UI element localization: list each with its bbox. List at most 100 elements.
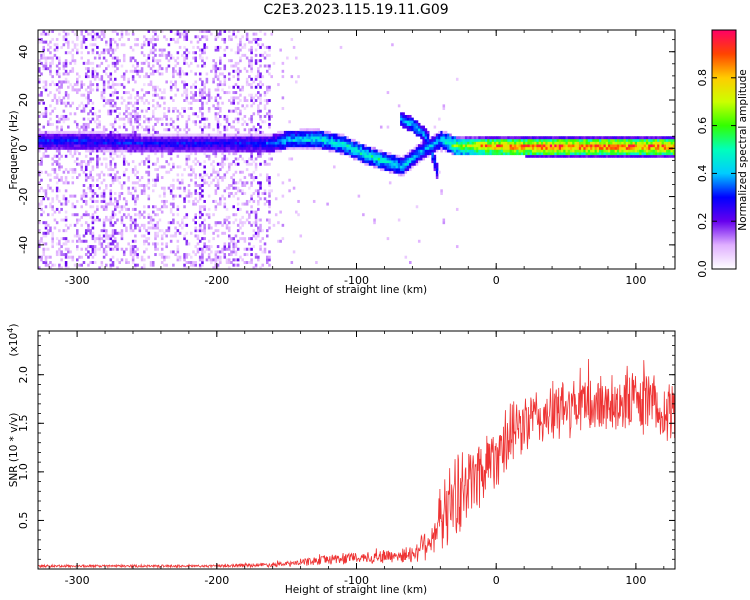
spectrogram-cell [181, 136, 184, 140]
spectrogram-cell [71, 255, 75, 259]
spectrogram-cell [596, 149, 600, 153]
spectrogram-cell [167, 122, 171, 126]
spectrogram-cell [207, 149, 211, 153]
spectrogram-cell [219, 133, 222, 137]
spectrogram-cell [353, 157, 356, 161]
spectrogram-cell [339, 136, 343, 140]
spectrogram-cell [111, 37, 115, 41]
spectrogram-cell [268, 144, 271, 148]
spectrogram-cell [259, 138, 262, 142]
spectrogram-cell [38, 141, 41, 145]
spectrogram-cell [107, 138, 110, 142]
spectrogram-cell [143, 266, 146, 269]
spectrogram-cell [569, 138, 573, 142]
spectrogram-cell [239, 207, 242, 211]
spectrogram-cell [205, 141, 209, 145]
spectrogram-cell [69, 138, 72, 142]
spectrogram-cell [243, 43, 247, 47]
spectrogram-cell [62, 181, 66, 185]
spectrogram-cell [312, 144, 316, 148]
spectrogram-cell [120, 184, 124, 187]
spectrogram-cell [268, 99, 271, 102]
spectrogram-cell [263, 133, 267, 137]
spectrogram-cell [274, 133, 278, 137]
spectrogram-cell [241, 138, 244, 142]
spectrogram-cell [426, 146, 430, 150]
spectrogram-cell [420, 130, 423, 134]
spectrogram-cell [165, 69, 168, 73]
spectrogram-cell [174, 144, 177, 148]
spectrogram-cell [382, 154, 385, 158]
spectrogram-cell [219, 122, 222, 126]
spectrogram-cell [198, 176, 202, 180]
spectrogram-cell [641, 136, 645, 140]
spectrogram-cell [156, 61, 159, 65]
spectrogram-cell [207, 176, 211, 180]
spectrogram-cell [236, 149, 240, 153]
spectrogram-cell [120, 136, 124, 140]
spectrogram-cell [478, 144, 481, 148]
spectrogram-cell [234, 186, 238, 190]
spectrogram-cell [198, 162, 202, 166]
spectrogram-cell [319, 136, 323, 140]
spectrogram-cell [424, 149, 428, 153]
spectrogram-cell [151, 205, 155, 209]
spectrogram-cell [131, 64, 135, 68]
spectrogram-cell [379, 149, 383, 153]
spectrogram-cell [299, 128, 303, 132]
spectrogram-cell [630, 146, 633, 150]
spectrogram-cell [198, 88, 202, 92]
spectrogram-cell [201, 250, 204, 254]
spectrogram-cell [281, 146, 285, 150]
spectrogram-cell [594, 144, 598, 148]
spectrogram-cell [62, 141, 66, 145]
spectrogram-cell [207, 226, 211, 230]
spectrogram-cell [628, 144, 631, 148]
spectrogram-cell [125, 109, 128, 113]
spectrogram-cell [594, 154, 598, 158]
spectrogram-cell [659, 149, 662, 153]
spectrogram-cell [91, 189, 95, 193]
spectrogram-cell [44, 242, 48, 246]
spectrogram-cell [413, 162, 417, 166]
spectrogram-cell [147, 178, 151, 182]
spectrogram-cell [105, 101, 108, 105]
x-tick-label: -300 [65, 274, 90, 287]
spectrogram-cell [118, 133, 121, 137]
spectrogram-cell [295, 146, 298, 150]
spectrogram-cell [198, 72, 202, 76]
spectrogram-cell [201, 30, 204, 33]
spectrogram-cell [149, 261, 153, 264]
spectrogram-cell [444, 149, 448, 153]
spectrogram-cell [64, 197, 68, 201]
spectrogram-cell [44, 141, 48, 145]
spectrogram-cell [592, 138, 595, 142]
spectrogram-cell [243, 128, 247, 132]
spectrogram-cell [102, 207, 106, 211]
spectrogram-cell [71, 194, 75, 198]
spectrogram-cell [625, 152, 629, 156]
spectrogram-cell [212, 141, 215, 145]
spectrogram-cell [536, 149, 539, 153]
spectrogram-cell [189, 165, 193, 169]
spectrogram-cell [442, 144, 446, 148]
spectrogram-cell [64, 69, 68, 73]
spectrogram-cell [232, 239, 235, 243]
spectrogram-cell [158, 165, 162, 169]
spectrogram-cell [447, 149, 450, 153]
spectrogram-cell [196, 45, 200, 49]
spectrogram-cell [129, 96, 133, 100]
spectrogram-cell [87, 223, 90, 227]
spectrogram-cell [136, 37, 139, 41]
spectrogram-cell [659, 136, 662, 140]
spectrogram-cell [543, 149, 546, 153]
spectrogram-cell [391, 160, 394, 164]
spectrogram-cell [134, 197, 137, 201]
spectrogram-cell [648, 154, 651, 158]
spectrogram-cell [96, 72, 99, 76]
spectrogram-cell [306, 133, 309, 137]
spectrogram-cell [107, 136, 110, 140]
spectrogram-cell [643, 144, 647, 148]
spectrogram-cell [227, 30, 231, 33]
spectrogram-cell [261, 263, 265, 267]
